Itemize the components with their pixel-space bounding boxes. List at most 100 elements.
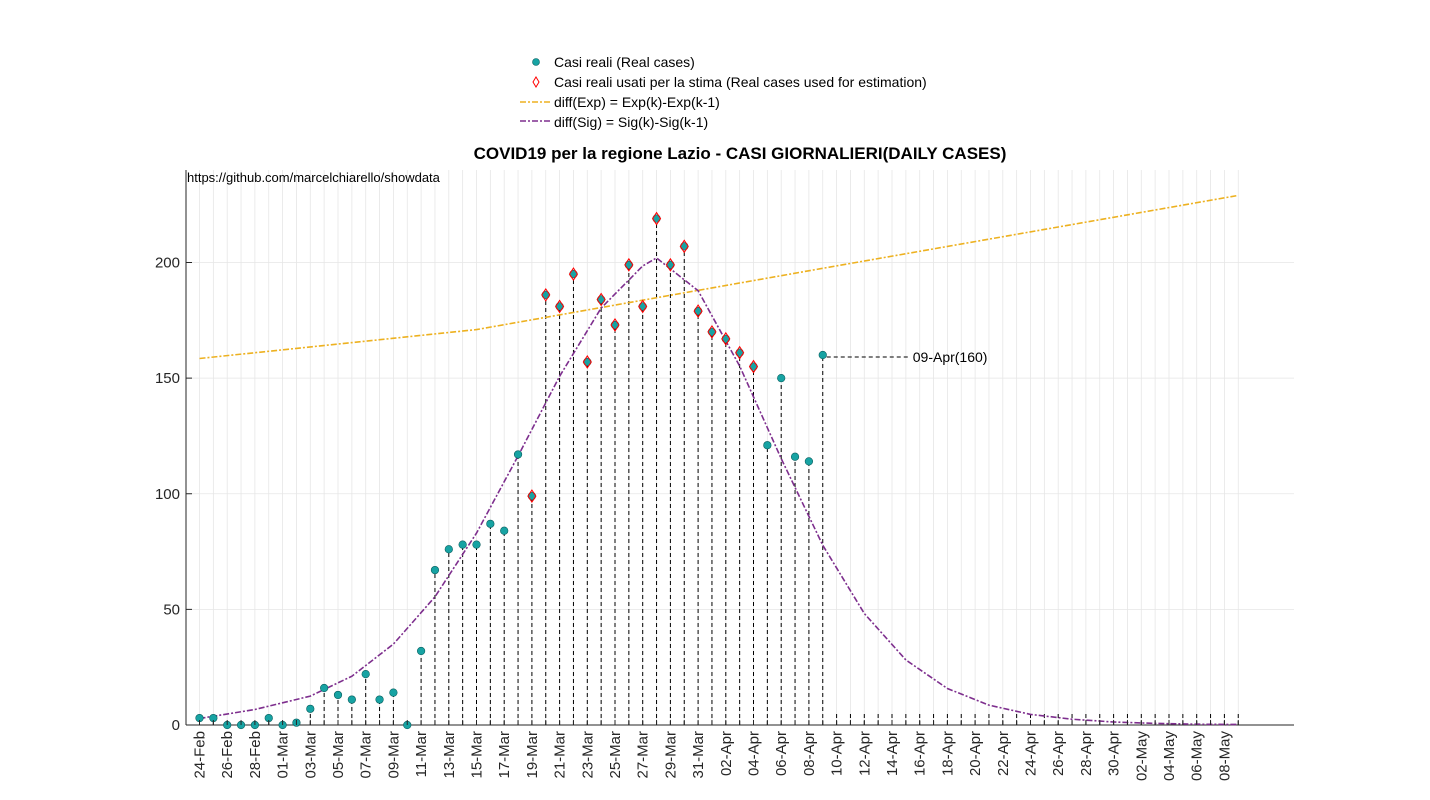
used-case-diamond bbox=[638, 299, 648, 314]
used-case-diamond bbox=[735, 345, 745, 360]
y-tick-label: 200 bbox=[155, 255, 180, 272]
x-tick-label: 29-Mar bbox=[662, 731, 679, 779]
x-tick-label: 01-Mar bbox=[275, 731, 292, 779]
used-case-diamond bbox=[693, 304, 703, 318]
x-tick-label: 23-Mar bbox=[579, 731, 596, 779]
y-tick-label: 0 bbox=[172, 717, 180, 734]
real-case-point bbox=[430, 565, 440, 575]
x-tick-label: 24-Feb bbox=[192, 731, 209, 779]
curves bbox=[199, 194, 1239, 726]
legend: Casi reali (Real cases) Casi reali usati… bbox=[512, 50, 968, 134]
real-case-point bbox=[790, 452, 800, 461]
real-case-point bbox=[347, 695, 356, 704]
legend-box bbox=[512, 50, 968, 134]
legend-label-exp: diff(Exp) = Exp(k)-Exp(k-1) bbox=[554, 94, 720, 110]
x-tick-label: 04-May bbox=[1161, 731, 1178, 782]
x-tick-label: 30-Apr bbox=[1106, 731, 1123, 776]
x-tick-label: 25-Mar bbox=[607, 731, 624, 779]
used-case-diamond bbox=[568, 267, 579, 281]
real-case-point bbox=[486, 519, 495, 528]
legend-label-sig: diff(Sig) = Sig(k)-Sig(k-1) bbox=[554, 114, 708, 130]
real-case-point bbox=[333, 690, 343, 700]
real-case-point bbox=[417, 646, 426, 656]
used-case-diamond bbox=[721, 331, 731, 346]
real-case-point bbox=[361, 670, 370, 679]
x-tick-label: 17-Mar bbox=[496, 731, 513, 779]
used-case-diamond bbox=[707, 324, 717, 339]
x-tick-label: 26-Apr bbox=[1050, 731, 1067, 776]
x-tick-label: 04-Apr bbox=[746, 731, 763, 776]
legend-label-used-cases: Casi reali usati per la stima (Real case… bbox=[554, 74, 927, 90]
used-case-diamond bbox=[748, 359, 759, 374]
used-case-diamond bbox=[527, 489, 537, 503]
x-tick-label: 02-Apr bbox=[718, 731, 735, 776]
x-tick-label: 31-Mar bbox=[690, 731, 707, 779]
annotation-label: 09-Apr(160) bbox=[913, 349, 988, 365]
chart-title: COVID19 per la regione Lazio - CASI GIOR… bbox=[474, 144, 1007, 163]
x-tick-label: 27-Mar bbox=[635, 731, 652, 779]
real-case-point bbox=[375, 695, 384, 704]
y-tick-label: 100 bbox=[155, 486, 180, 503]
x-tick-label: 24-Apr bbox=[1023, 731, 1040, 776]
source-url: https://github.com/marcelchiarello/showd… bbox=[187, 170, 441, 185]
used-case-diamond bbox=[651, 211, 662, 226]
real-case-point bbox=[513, 450, 523, 459]
real-case-point bbox=[320, 683, 329, 693]
x-tick-label: 06-May bbox=[1189, 731, 1206, 782]
used-case-diamond bbox=[554, 299, 565, 314]
real-case-point bbox=[763, 441, 772, 450]
used-case-diamond bbox=[582, 355, 592, 369]
real-case-point bbox=[306, 704, 315, 713]
x-tick-label: 22-Apr bbox=[995, 731, 1012, 776]
used-case-diamond bbox=[541, 287, 551, 302]
real-case-point bbox=[389, 688, 398, 697]
real-case-point bbox=[500, 526, 509, 535]
y-tick-label: 50 bbox=[163, 601, 180, 618]
real-case-point bbox=[777, 374, 786, 383]
x-tick-label: 12-Apr bbox=[856, 731, 873, 776]
sig-curve bbox=[199, 256, 1239, 726]
markers bbox=[195, 211, 827, 730]
x-tick-label: 21-Mar bbox=[552, 731, 569, 779]
x-tick-label: 19-Mar bbox=[524, 731, 541, 779]
real-case-point bbox=[472, 540, 481, 549]
x-tick-label: 20-Apr bbox=[967, 731, 984, 776]
used-case-diamond bbox=[624, 257, 634, 272]
x-tick-label: 09-Mar bbox=[385, 731, 402, 779]
x-tick-label: 16-Apr bbox=[912, 731, 929, 776]
x-tick-label: 08-May bbox=[1216, 731, 1233, 782]
x-tick-label: 26-Feb bbox=[219, 731, 236, 779]
real-case-point bbox=[444, 545, 453, 554]
x-tick-label: 18-Apr bbox=[939, 731, 956, 776]
x-tick-label: 28-Apr bbox=[1078, 731, 1095, 776]
x-tick-label: 10-Apr bbox=[829, 731, 846, 776]
x-tick-label: 28-Feb bbox=[247, 731, 264, 779]
tick-labels: 0 50 100 150 200 24-Feb 26-Feb 28-Feb 01-Mar 03-M… bbox=[155, 255, 1239, 782]
x-tick-label: 11-Mar bbox=[413, 731, 430, 777]
x-tick-label: 05-Mar bbox=[330, 731, 347, 779]
x-tick-label: 07-Mar bbox=[358, 731, 375, 779]
x-tick-label: 13-Mar bbox=[441, 731, 458, 779]
stems bbox=[199, 218, 1239, 725]
used-case-diamond bbox=[610, 318, 620, 332]
used-case-diamond bbox=[596, 292, 606, 307]
real-case-point bbox=[818, 350, 827, 360]
legend-label-real-cases: Casi reali (Real cases) bbox=[554, 54, 695, 70]
exp-curve bbox=[199, 194, 1239, 360]
real-case-point bbox=[804, 457, 814, 466]
used-case-diamond bbox=[665, 257, 676, 272]
legend-marker-used-cases bbox=[532, 76, 540, 88]
x-tick-label: 03-Mar bbox=[302, 731, 319, 779]
x-tick-label: 08-Apr bbox=[801, 731, 818, 776]
x-tick-label: 15-Mar bbox=[469, 731, 486, 779]
x-tick-label: 14-Apr bbox=[884, 731, 901, 776]
grid bbox=[186, 170, 1294, 726]
real-case-point bbox=[458, 540, 467, 549]
legend-marker-real-cases bbox=[532, 58, 540, 66]
y-tick-label: 150 bbox=[155, 370, 180, 387]
annotations: 09-Apr(160) bbox=[826, 349, 988, 365]
x-tick-label: 06-Apr bbox=[773, 731, 790, 776]
x-tick-label: 02-May bbox=[1133, 731, 1150, 782]
used-case-diamond bbox=[679, 239, 689, 254]
